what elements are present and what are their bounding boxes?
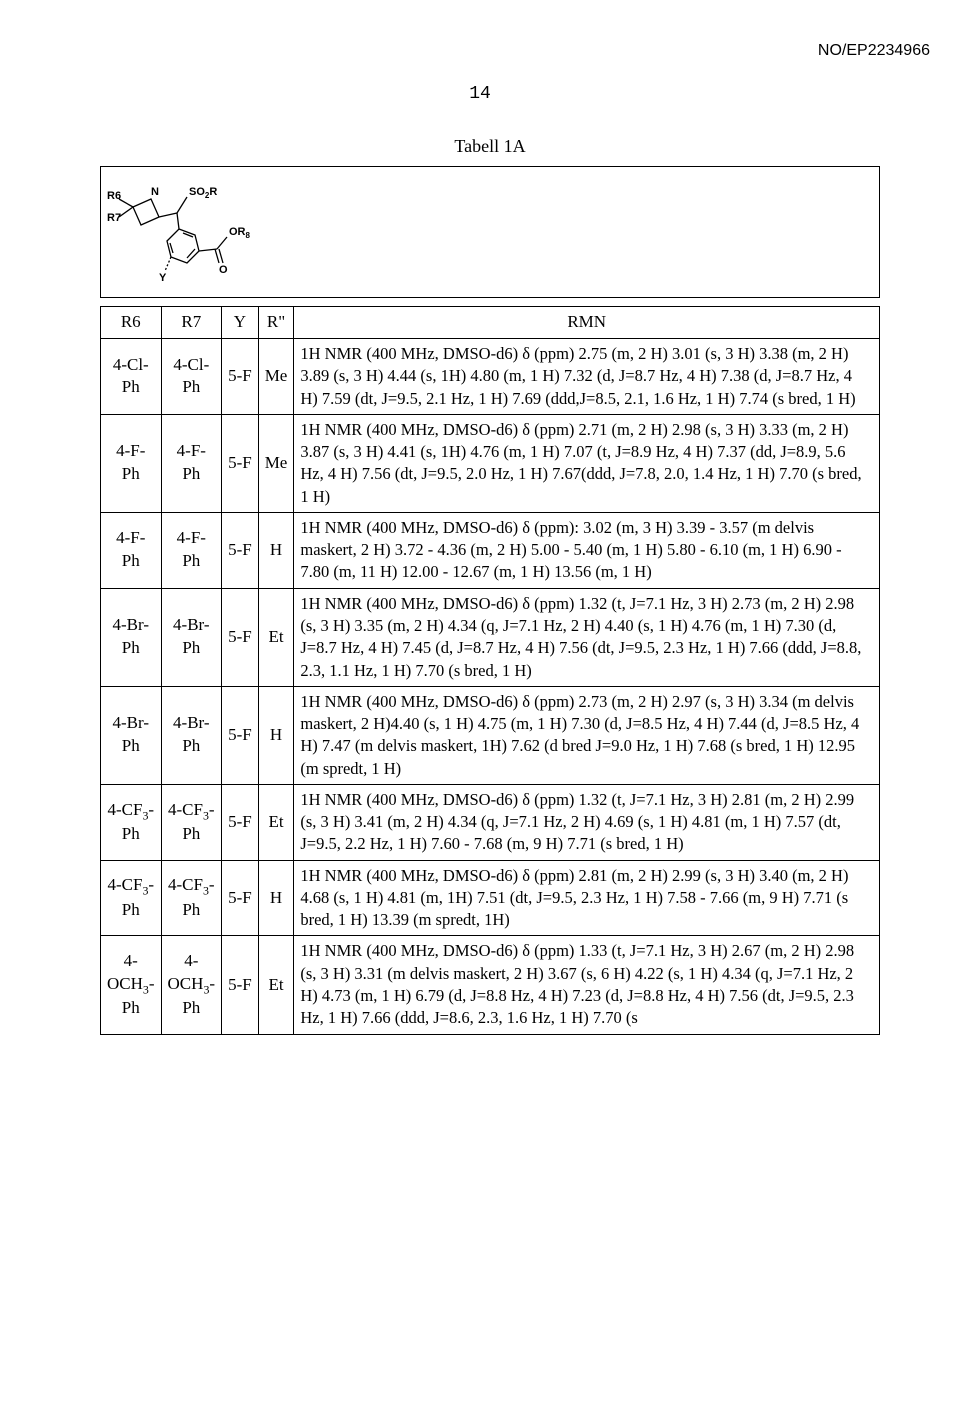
cell-rmn: 1H NMR (400 MHz, DMSO-d6) δ (ppm) 1.32 (… (294, 588, 880, 686)
cell-r6: 4-Br-Ph (101, 686, 162, 784)
cell-r6: 4-F-Ph (101, 414, 162, 512)
chemical-structure-icon: R6 R7 N SO2R OR8 O Y (107, 171, 277, 286)
col-y: Y (222, 307, 259, 339)
cell-rmn: 1H NMR (400 MHz, DMSO-d6) δ (ppm) 2.73 (… (294, 686, 880, 784)
cell-r: Me (258, 414, 294, 512)
page-number: 14 (80, 82, 880, 106)
col-r: R" (258, 307, 294, 339)
cell-rmn: 1H NMR (400 MHz, DMSO-d6) δ (ppm) 2.71 (… (294, 414, 880, 512)
cell-r7: 4-F-Ph (161, 512, 222, 588)
svg-text:R6: R6 (107, 190, 121, 202)
document-id: NO/EP2234966 (100, 40, 930, 62)
cell-r: Me (258, 339, 294, 415)
nmr-data-table: R6 R7 Y R" RMN 4-Cl-Ph4-Cl-Ph5-FMe1H NMR… (100, 306, 880, 1034)
cell-r: Et (258, 784, 294, 860)
cell-r7: 4-Cl-Ph (161, 339, 222, 415)
cell-y: 5-F (222, 936, 259, 1034)
cell-rmn: 1H NMR (400 MHz, DMSO-d6) δ (ppm) 2.81 (… (294, 860, 880, 936)
cell-r7: 4-CF3-Ph (161, 860, 222, 936)
svg-text:Y: Y (159, 272, 167, 284)
cell-r7: 4-Br-Ph (161, 686, 222, 784)
table-row: 4-Cl-Ph4-Cl-Ph5-FMe1H NMR (400 MHz, DMSO… (101, 339, 880, 415)
cell-y: 5-F (222, 339, 259, 415)
cell-r6: 4-Cl-Ph (101, 339, 162, 415)
cell-rmn: 1H NMR (400 MHz, DMSO-d6) δ (ppm): 3.02 … (294, 512, 880, 588)
cell-r6: 4-OCH3-Ph (101, 936, 162, 1034)
cell-r7: 4-OCH3-Ph (161, 936, 222, 1034)
cell-r7: 4-CF3-Ph (161, 784, 222, 860)
cell-y: 5-F (222, 860, 259, 936)
cell-y: 5-F (222, 414, 259, 512)
cell-r: H (258, 860, 294, 936)
table-row: 4-OCH3-Ph4-OCH3-Ph5-FEt1H NMR (400 MHz, … (101, 936, 880, 1034)
col-r7: R7 (161, 307, 222, 339)
svg-text:SO2R: SO2R (189, 186, 217, 200)
cell-y: 5-F (222, 686, 259, 784)
cell-y: 5-F (222, 588, 259, 686)
table-row: 4-F-Ph4-F-Ph5-FH1H NMR (400 MHz, DMSO-d6… (101, 512, 880, 588)
cell-r: Et (258, 588, 294, 686)
structure-diagram-box: R6 R7 N SO2R OR8 O Y (100, 166, 880, 298)
cell-r6: 4-F-Ph (101, 512, 162, 588)
table-row: 4-F-Ph4-F-Ph5-FMe1H NMR (400 MHz, DMSO-d… (101, 414, 880, 512)
cell-r: H (258, 686, 294, 784)
svg-text:R7: R7 (107, 212, 121, 224)
cell-rmn: 1H NMR (400 MHz, DMSO-d6) δ (ppm) 1.32 (… (294, 784, 880, 860)
cell-rmn: 1H NMR (400 MHz, DMSO-d6) δ (ppm) 1.33 (… (294, 936, 880, 1034)
cell-r: H (258, 512, 294, 588)
cell-r6: 4-Br-Ph (101, 588, 162, 686)
col-r6: R6 (101, 307, 162, 339)
table-title: Tabell 1A (100, 134, 880, 158)
cell-r7: 4-F-Ph (161, 414, 222, 512)
cell-r7: 4-Br-Ph (161, 588, 222, 686)
table-row: 4-CF3-Ph4-CF3-Ph5-FH1H NMR (400 MHz, DMS… (101, 860, 880, 936)
col-rmn: RMN (294, 307, 880, 339)
cell-r6: 4-CF3-Ph (101, 784, 162, 860)
cell-rmn: 1H NMR (400 MHz, DMSO-d6) δ (ppm) 2.75 (… (294, 339, 880, 415)
cell-y: 5-F (222, 784, 259, 860)
table-row: 4-Br-Ph4-Br-Ph5-FH1H NMR (400 MHz, DMSO-… (101, 686, 880, 784)
cell-y: 5-F (222, 512, 259, 588)
table-row: 4-Br-Ph4-Br-Ph5-FEt1H NMR (400 MHz, DMSO… (101, 588, 880, 686)
cell-r6: 4-CF3-Ph (101, 860, 162, 936)
table-row: 4-CF3-Ph4-CF3-Ph5-FEt1H NMR (400 MHz, DM… (101, 784, 880, 860)
svg-text:OR8: OR8 (229, 226, 251, 240)
svg-text:O: O (219, 264, 228, 276)
cell-r: Et (258, 936, 294, 1034)
table-header-row: R6 R7 Y R" RMN (101, 307, 880, 339)
svg-text:N: N (151, 186, 159, 198)
